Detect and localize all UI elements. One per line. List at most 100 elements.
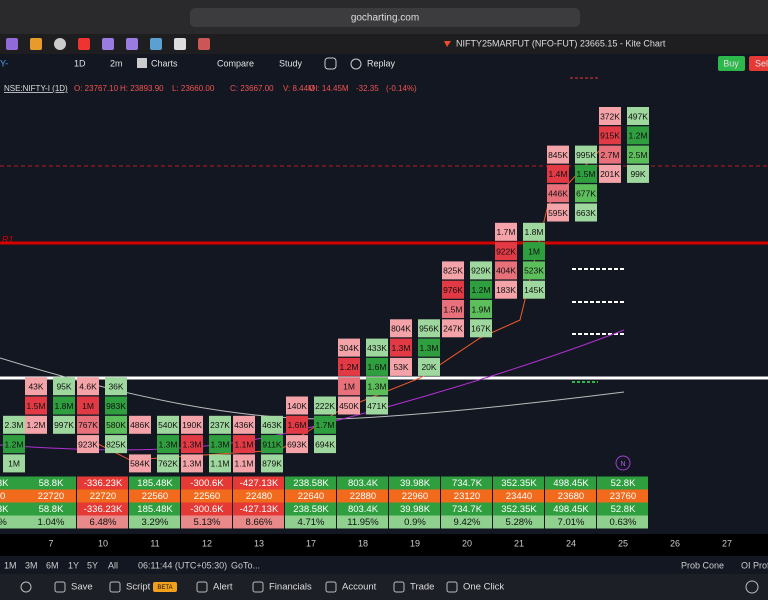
bar-button[interactable]: One Click (463, 582, 504, 593)
cell-volume: 922K (496, 246, 516, 256)
range-button[interactable]: All (108, 560, 118, 570)
range-button[interactable]: 1M (4, 560, 17, 570)
table-value: -427.13K (240, 504, 279, 515)
table-value: 13K (0, 478, 9, 489)
range-button[interactable]: 6M (46, 560, 59, 570)
table-cell (389, 489, 440, 503)
prob-cone[interactable]: Prob Cone (681, 560, 724, 570)
bar-icon (196, 581, 208, 593)
table-cell (233, 502, 284, 516)
cell-volume: 1.2M (472, 285, 491, 295)
cell-volume: 915K (600, 131, 620, 141)
buy-cell (209, 435, 231, 454)
table-value: 11.95% (347, 517, 379, 528)
table-cell (0, 489, 25, 503)
buy-cell (105, 435, 127, 454)
buy-cell (470, 280, 492, 299)
legend-value: H: 23893.90 (120, 84, 164, 93)
tab-title[interactable]: NIFTY25MARFUT (NFO-FUT) 23665.15 - Kite … (456, 38, 666, 48)
cell-volume: 956K (419, 324, 439, 334)
table-cell (77, 515, 128, 529)
camera-icon[interactable] (324, 57, 337, 70)
cell-volume: 4.6K (79, 381, 97, 391)
cell-volume: 471K (367, 401, 387, 411)
bar-button[interactable]: Account (342, 582, 377, 593)
buy-cell (470, 261, 492, 280)
cell-volume: 677K (576, 188, 596, 198)
table-value: 23120 (454, 491, 480, 502)
sell-label: Sell (755, 58, 768, 68)
toolbar-item[interactable]: Charts (151, 58, 178, 68)
bar-button[interactable]: Trade (410, 582, 434, 593)
buy-cell (575, 184, 597, 203)
table-value: 7.01% (558, 517, 585, 528)
toolbar-item[interactable]: Compare (217, 58, 254, 68)
date-label: 12 (202, 538, 212, 548)
cell-volume: 1M (528, 246, 540, 256)
table-cell (597, 489, 648, 503)
buy-cell (209, 454, 231, 473)
url-field[interactable] (190, 8, 580, 27)
table-cell (285, 515, 336, 529)
buy-button[interactable] (718, 56, 745, 71)
table-value: 6.48% (90, 517, 117, 528)
buy-cell (3, 454, 25, 473)
table-value: 8% (0, 517, 7, 528)
table-value: 3.29% (142, 517, 169, 528)
table-cell (441, 489, 492, 503)
bar-button[interactable]: Script (126, 582, 151, 593)
table-cell (233, 476, 284, 490)
sell-cell (25, 377, 47, 396)
beta-badge (153, 582, 177, 592)
cell-volume: 497K (628, 111, 648, 121)
buy-cell (261, 435, 283, 454)
cell-volume: 997K (54, 420, 74, 430)
table-value: 23760 (610, 491, 636, 502)
table-cell (25, 502, 76, 516)
table-cell (233, 489, 284, 503)
cell-volume: 43K (28, 381, 43, 391)
table-value: 40 (0, 491, 5, 502)
timeframe[interactable]: 2m (110, 58, 123, 68)
cell-volume: 804K (391, 324, 411, 334)
help-icon[interactable] (745, 580, 759, 594)
goto[interactable]: GoTo... (231, 560, 260, 570)
buy-cell (575, 203, 597, 222)
settings-icon[interactable] (20, 581, 32, 593)
table-cell (181, 502, 232, 516)
interval[interactable]: 1D (74, 58, 86, 68)
toolbar-item[interactable]: Replay (367, 58, 396, 68)
table-cell (129, 515, 180, 529)
legend-change-pct: (-0.14%) (386, 84, 417, 93)
bar-button[interactable]: Financials (269, 582, 312, 593)
table-cell (493, 515, 544, 529)
cell-volume: 580K (106, 420, 126, 430)
news-icon[interactable] (615, 455, 631, 471)
cell-volume: 762K (158, 459, 178, 469)
cell-volume: 1M (8, 459, 20, 469)
table-value: 8.66% (246, 517, 273, 528)
buy-cell (105, 377, 127, 396)
range-button[interactable]: 3M (25, 560, 38, 570)
sell-button[interactable] (749, 56, 768, 71)
buy-cell (3, 415, 25, 434)
cell-volume: 2.3M (5, 420, 24, 430)
oi-profile[interactable]: OI Profi (741, 560, 768, 570)
buy-cell (366, 338, 388, 357)
range-button[interactable]: 5Y (87, 560, 98, 570)
table-cell (545, 502, 596, 516)
table-value: 498.45K (553, 478, 589, 489)
table-value: 39.98K (400, 478, 431, 489)
range-button[interactable]: 1Y (68, 560, 79, 570)
table-value: 23440 (506, 491, 532, 502)
table-cell (77, 489, 128, 503)
bar-button[interactable]: Save (71, 582, 93, 593)
date-label: 18 (358, 538, 368, 548)
buy-label: Buy (723, 58, 739, 68)
table-cell (337, 489, 388, 503)
table-value: 0.63% (610, 517, 637, 528)
cell-volume: 167K (471, 324, 491, 334)
toolbar-item[interactable]: Study (279, 58, 303, 68)
date-label: 25 (618, 538, 628, 548)
bar-button[interactable]: Alert (213, 582, 233, 593)
